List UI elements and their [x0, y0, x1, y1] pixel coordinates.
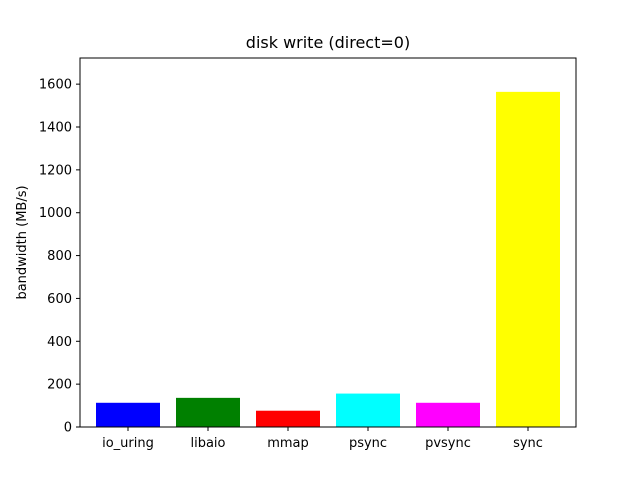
bar-pvsync	[416, 402, 480, 427]
bar-psync	[336, 393, 400, 427]
x-tick-label: sync	[513, 436, 543, 451]
y-tick-label: 0	[64, 421, 72, 436]
y-tick-label: 1000	[39, 206, 72, 221]
y-axis: 0 200 400 600 800 1000 1200 1400 1600	[39, 78, 80, 436]
y-tick-label: 200	[47, 378, 72, 393]
y-tick-label: 800	[47, 249, 72, 264]
y-axis-label: bandwidth (MB/s)	[15, 185, 30, 299]
y-tick-label: 1600	[39, 78, 72, 93]
x-tick-label: pvsync	[425, 436, 471, 451]
x-tick-label: io_uring	[102, 436, 154, 451]
bar-mmap	[256, 410, 320, 427]
plot-frame	[79, 57, 577, 428]
x-axis: io_uring libaio mmap psync pvsync sync	[102, 427, 543, 451]
x-tick-label: libaio	[190, 436, 225, 451]
bar-io_uring	[96, 402, 160, 427]
bar-sync	[496, 91, 560, 427]
chart-title: disk write (direct=0)	[246, 33, 410, 52]
x-tick-label: psync	[349, 436, 387, 451]
y-tick-label: 400	[47, 335, 72, 350]
y-tick-label: 1400	[39, 121, 72, 136]
y-tick-label: 1200	[39, 163, 72, 178]
x-tick-label: mmap	[267, 436, 309, 451]
bars-group	[96, 91, 560, 427]
y-tick-label: 600	[47, 292, 72, 307]
bar-libaio	[176, 397, 240, 427]
